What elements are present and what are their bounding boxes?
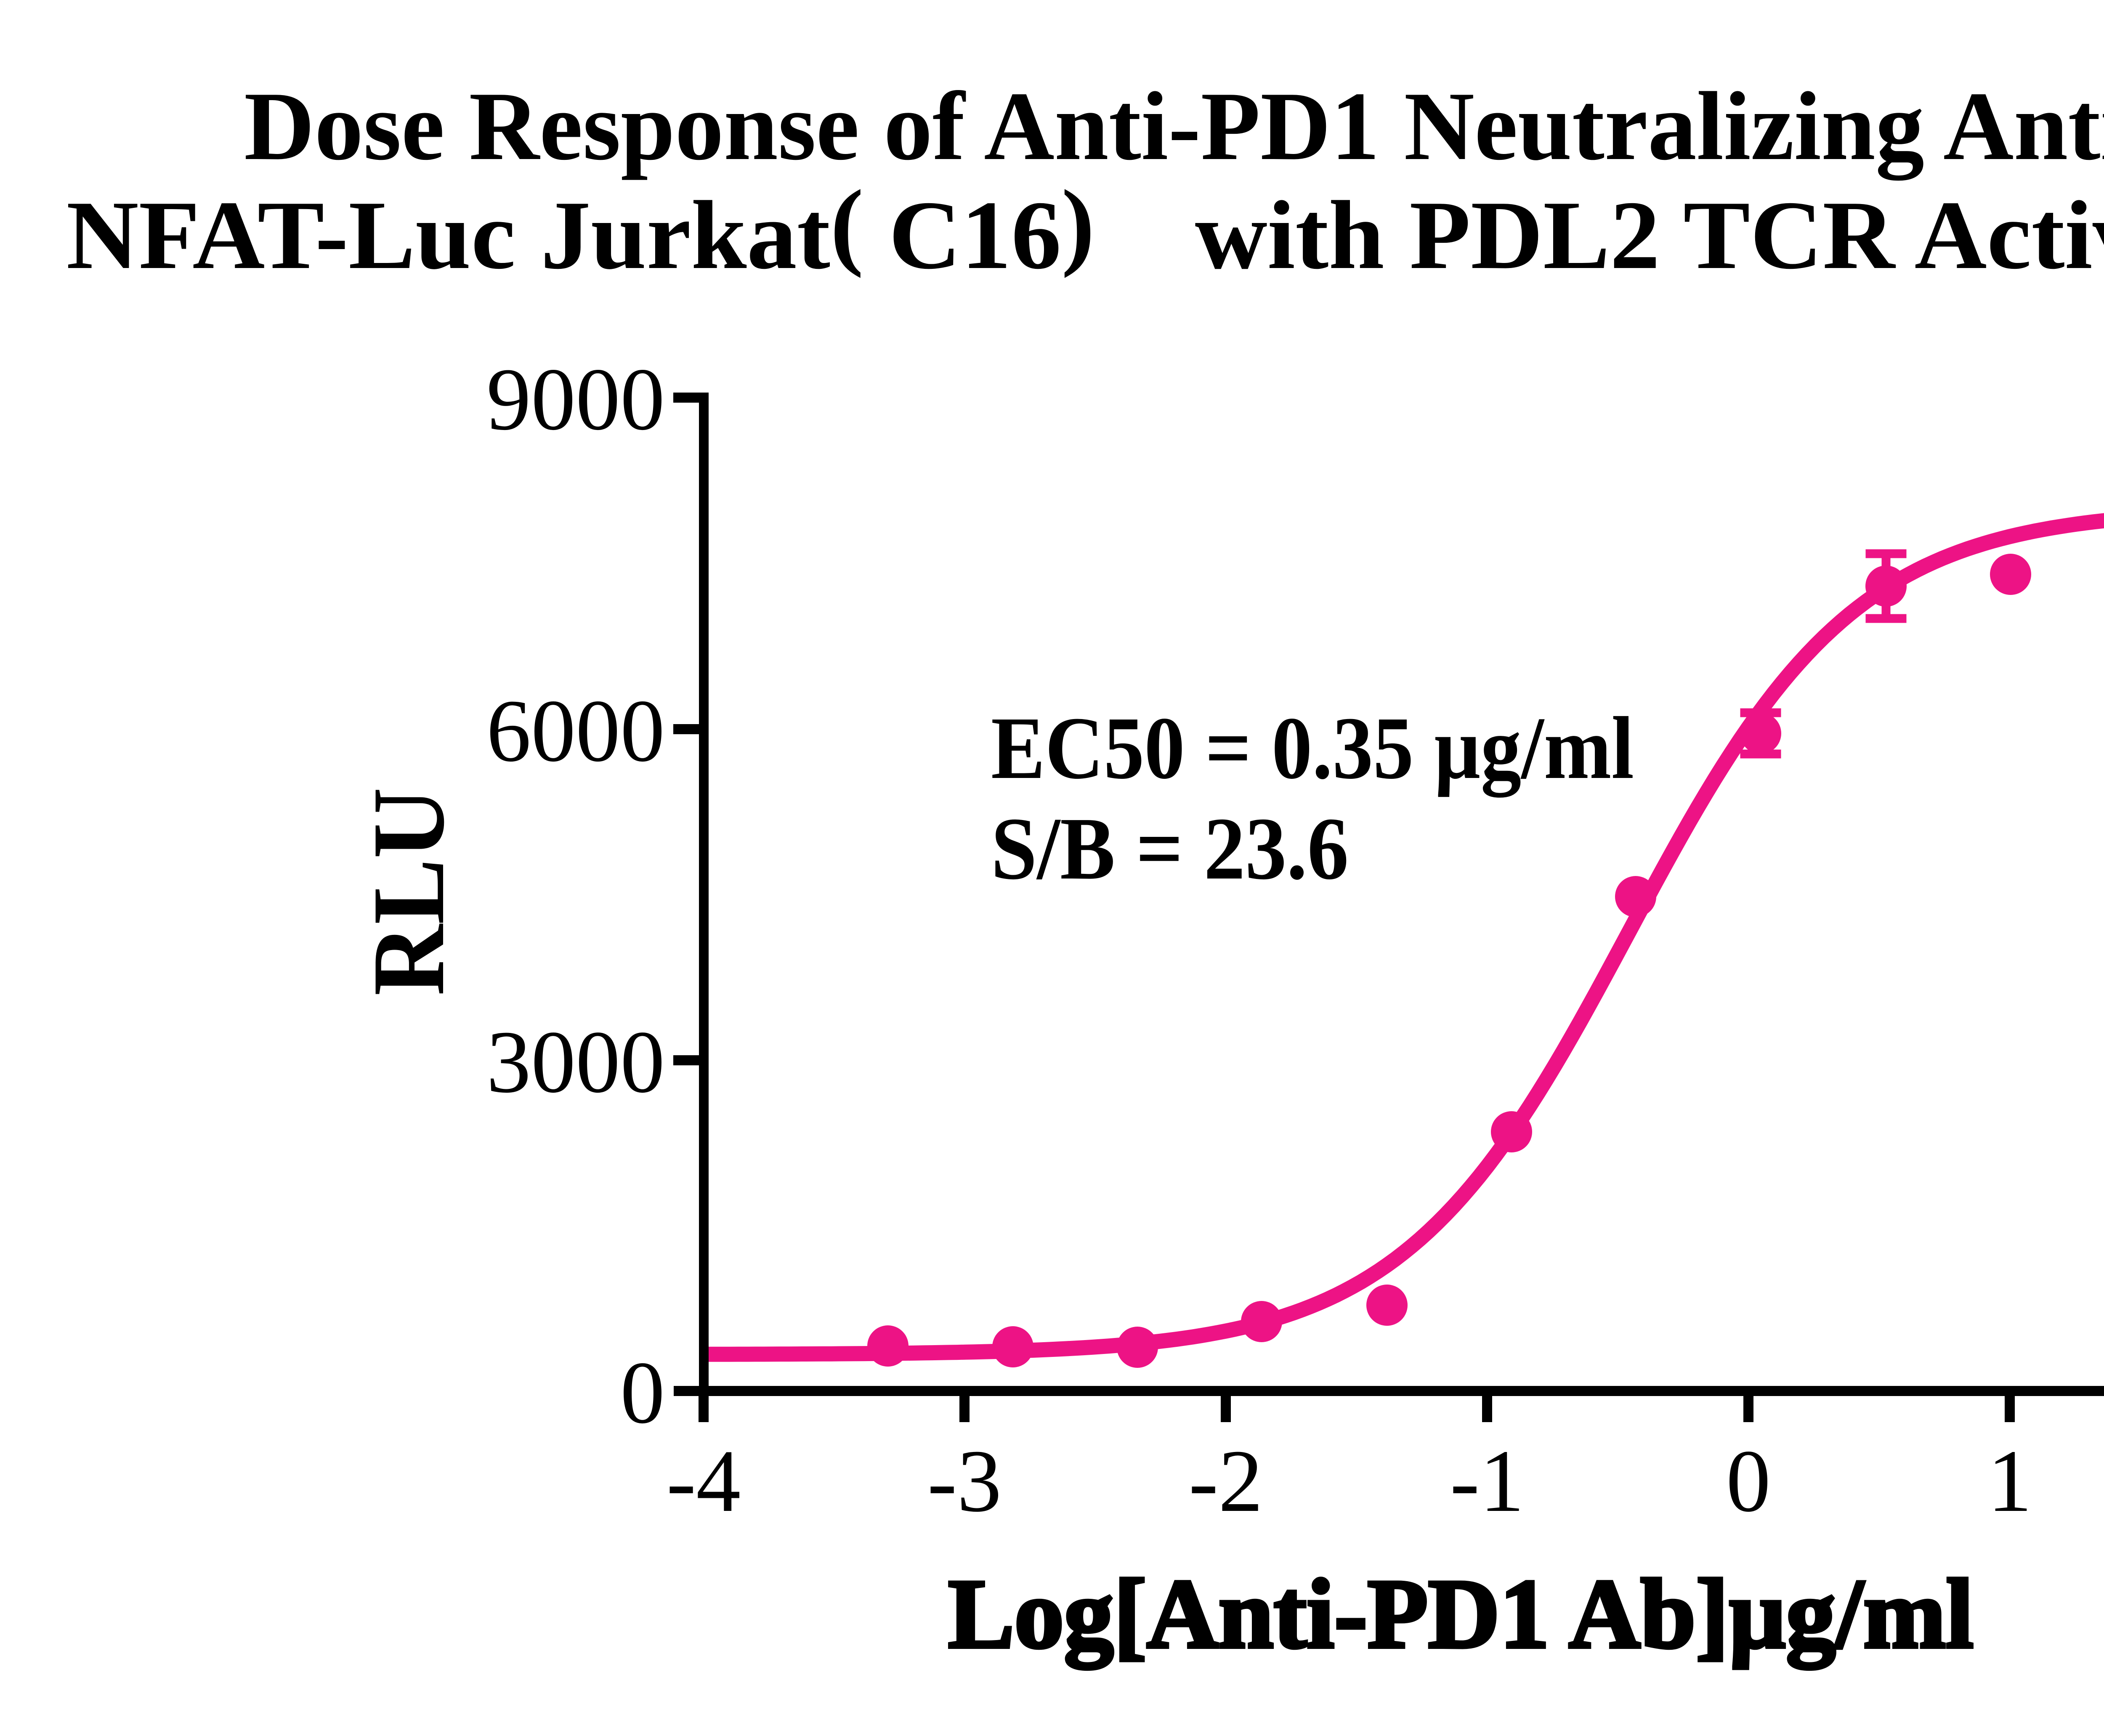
svg-text:3000: 3000 bbox=[486, 1012, 665, 1111]
svg-text:S/B = 23.6: S/B = 23.6 bbox=[991, 799, 1349, 898]
svg-text:Dose Response of Anti-PD1 Neut: Dose Response of Anti-PD1 Neutralizing A… bbox=[244, 72, 2104, 181]
svg-text:0: 0 bbox=[1726, 1431, 1771, 1530]
svg-text:Log[Anti-PD1 Ab]µg/ml: Log[Anti-PD1 Ab]µg/ml bbox=[948, 1559, 1974, 1669]
svg-text:9000: 9000 bbox=[486, 350, 665, 449]
svg-text:EC50 = 0.35 µg/ml: EC50 = 0.35 µg/ml bbox=[991, 698, 1634, 798]
svg-text:RLU: RLU bbox=[351, 788, 465, 996]
svg-text:NFAT-Luc Jurkat( C16) with: NFAT-Luc Jurkat( C16) with PDL2 TCR Acti… bbox=[66, 170, 2104, 289]
svg-text:6000: 6000 bbox=[486, 681, 665, 780]
svg-text:-3: -3 bbox=[927, 1431, 1002, 1530]
svg-text:-1: -1 bbox=[1450, 1431, 1525, 1530]
svg-text:0: 0 bbox=[620, 1343, 665, 1442]
svg-text:-2: -2 bbox=[1189, 1431, 1263, 1530]
svg-text:-4: -4 bbox=[667, 1431, 741, 1530]
svg-text:1: 1 bbox=[1987, 1431, 2032, 1530]
